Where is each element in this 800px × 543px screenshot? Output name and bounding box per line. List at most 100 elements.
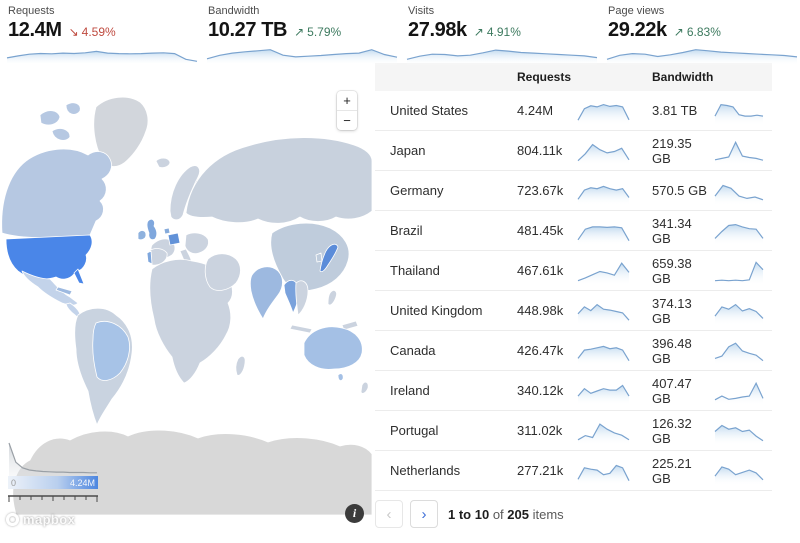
bandwidth-value: 396.48 GB (652, 335, 692, 366)
zoom-in-button[interactable]: + (343, 93, 351, 108)
requests-value: 4.24M (517, 103, 554, 118)
table-body: United States 4.24M 3.81 TB Japan 804.11… (375, 91, 772, 491)
pagination-range: 1 to 10 (448, 506, 490, 522)
visits-sparkline (406, 43, 598, 65)
bandwidth-sparkline (714, 337, 772, 365)
requests-value: 723.67k (517, 183, 564, 198)
stat-change: 6.83% (686, 25, 721, 39)
legend-min-label: 0 (11, 477, 17, 488)
bandwidth-value: 374.13 GB (652, 295, 692, 326)
country-name: Ireland (390, 383, 430, 398)
stat-card-requests[interactable]: Requests 12.4M ↘ 4.59% (6, 2, 198, 65)
world-map[interactable]: + − 0 4.24M mapbox (0, 63, 372, 533)
countries-table: Requests Bandwidth United States 4.24M 3… (375, 63, 800, 533)
requests-sparkline (577, 257, 652, 285)
stats-row: Requests 12.4M ↘ 4.59% Bandwidth 10.27 T… (0, 0, 800, 65)
table-row[interactable]: Netherlands 277.21k 225.21 GB (375, 451, 772, 491)
bandwidth-sparkline (714, 297, 772, 325)
next-page-button[interactable]: › (410, 500, 438, 528)
requests-sparkline (577, 217, 652, 245)
table-row[interactable]: United Kingdom 448.98k 374.13 GB (375, 291, 772, 331)
bandwidth-value: 659.38 GB (652, 255, 692, 286)
mapbox-attribution[interactable]: mapbox (6, 512, 75, 527)
requests-value: 481.45k (517, 223, 564, 238)
trend-up-icon: ↗ (294, 25, 305, 39)
country-name: Germany (390, 183, 444, 198)
stat-label: Bandwidth (208, 5, 260, 17)
requests-sparkline (577, 297, 652, 325)
requests-sparkline (577, 337, 652, 365)
bandwidth-sparkline (714, 257, 772, 285)
column-header-requests: Requests (517, 70, 572, 84)
pagination-items-label: items (532, 506, 564, 522)
table-row[interactable]: Brazil 481.45k 341.34 GB (375, 211, 772, 251)
requests-sparkline (577, 137, 652, 165)
legend-gradient-bar: 0 4.24M (8, 476, 98, 489)
world-map-svg (1, 96, 372, 516)
stat-label: Visits (408, 5, 435, 17)
stat-label: Requests (8, 5, 55, 17)
country-name: Netherlands (390, 463, 461, 478)
table-header: Requests Bandwidth (375, 63, 772, 91)
legend-max-label: 4.24M (69, 477, 95, 488)
requests-value: 467.61k (517, 263, 564, 278)
stat-card-bandwidth[interactable]: Bandwidth 10.27 TB ↗ 5.79% (206, 2, 398, 65)
country-name: Brazil (390, 223, 423, 238)
column-header-bandwidth: Bandwidth (652, 70, 714, 84)
trend-up-icon: ↗ (673, 25, 684, 39)
stat-trend: ↘ 4.59% (69, 25, 116, 39)
stat-card-visits[interactable]: Visits 27.98k ↗ 4.91% (406, 2, 598, 65)
requests-sparkline (6, 43, 198, 65)
bandwidth-sparkline (714, 217, 772, 245)
country-name: United States (390, 103, 469, 118)
bandwidth-value: 219.35 GB (652, 135, 692, 166)
bandwidth-sparkline (714, 377, 772, 405)
trend-up-icon: ↗ (473, 25, 484, 39)
table-row[interactable]: Germany 723.67k 570.5 GB (375, 171, 772, 211)
country-name: Canada (390, 343, 436, 358)
pagination-status: 1 to 10 of 205 items (448, 507, 564, 522)
requests-value: 804.11k (517, 143, 563, 158)
pageviews-sparkline (606, 43, 798, 65)
requests-sparkline (577, 97, 652, 125)
stat-card-pageviews[interactable]: Page views 29.22k ↗ 6.83% (606, 2, 798, 65)
bandwidth-sparkline (714, 97, 772, 125)
stat-value: 12.4M (8, 19, 62, 41)
table-row[interactable]: Ireland 340.12k 407.47 GB (375, 371, 772, 411)
stat-change: 4.91% (486, 25, 521, 39)
country-name: Portugal (390, 423, 439, 438)
stat-change: 5.79% (307, 25, 342, 39)
legend-ruler (8, 495, 98, 502)
map-legend: 0 4.24M (8, 440, 98, 507)
zoom-out-button[interactable]: − (337, 110, 357, 130)
requests-sparkline (577, 377, 652, 405)
mapbox-logo-icon (6, 513, 19, 526)
requests-sparkline (577, 457, 652, 485)
requests-value: 448.98k (517, 303, 564, 318)
table-row[interactable]: United States 4.24M 3.81 TB (375, 91, 772, 131)
table-row[interactable]: Portugal 311.02k 126.32 GB (375, 411, 772, 451)
previous-page-button[interactable]: ‹ (375, 500, 403, 528)
country-name: Japan (390, 143, 426, 158)
country-name: Thailand (390, 263, 440, 278)
bandwidth-sparkline (714, 177, 772, 205)
stat-trend: ↗ 4.91% (474, 25, 521, 39)
bandwidth-value: 126.32 GB (652, 415, 692, 446)
requests-sparkline (577, 417, 652, 445)
bandwidth-sparkline (714, 137, 772, 165)
stat-trend: ↗ 6.83% (674, 25, 721, 39)
bandwidth-value: 341.34 GB (652, 215, 692, 246)
stat-value: 29.22k (608, 19, 667, 41)
requests-sparkline (577, 177, 652, 205)
table-row[interactable]: Thailand 467.61k 659.38 GB (375, 251, 772, 291)
stat-label: Page views (608, 5, 665, 17)
pagination: ‹ › 1 to 10 of 205 items (375, 500, 772, 528)
pagination-of-label: of (492, 506, 504, 522)
stat-trend: ↗ 5.79% (294, 25, 341, 39)
bandwidth-value: 3.81 TB (652, 103, 698, 118)
table-row[interactable]: Canada 426.47k 396.48 GB (375, 331, 772, 371)
mapbox-logo-text: mapbox (23, 512, 76, 527)
map-info-icon[interactable]: i (345, 504, 364, 523)
table-row[interactable]: Japan 804.11k 219.35 GB (375, 131, 772, 171)
requests-value: 277.21k (517, 463, 564, 478)
